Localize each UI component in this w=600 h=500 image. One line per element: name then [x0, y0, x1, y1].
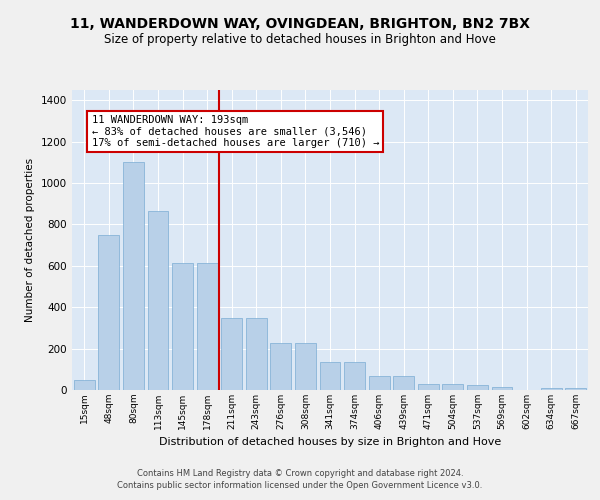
Bar — [295, 344, 316, 390]
Bar — [123, 162, 144, 390]
Bar — [565, 388, 586, 390]
Text: Contains public sector information licensed under the Open Government Licence v3: Contains public sector information licen… — [118, 481, 482, 490]
X-axis label: Distribution of detached houses by size in Brighton and Hove: Distribution of detached houses by size … — [159, 438, 501, 448]
Bar — [442, 384, 463, 390]
Bar — [368, 376, 389, 390]
Bar — [344, 362, 365, 390]
Bar — [393, 376, 414, 390]
Text: 11, WANDERDOWN WAY, OVINGDEAN, BRIGHTON, BN2 7BX: 11, WANDERDOWN WAY, OVINGDEAN, BRIGHTON,… — [70, 18, 530, 32]
Text: Size of property relative to detached houses in Brighton and Hove: Size of property relative to detached ho… — [104, 32, 496, 46]
Bar — [197, 263, 218, 390]
Text: 11 WANDERDOWN WAY: 193sqm
← 83% of detached houses are smaller (3,546)
17% of se: 11 WANDERDOWN WAY: 193sqm ← 83% of detac… — [92, 115, 379, 148]
Bar — [221, 318, 242, 390]
Bar — [172, 263, 193, 390]
Text: Contains HM Land Registry data © Crown copyright and database right 2024.: Contains HM Land Registry data © Crown c… — [137, 468, 463, 477]
Bar — [418, 384, 439, 390]
Bar — [467, 386, 488, 390]
Bar — [541, 388, 562, 390]
Bar — [148, 211, 169, 390]
Bar — [491, 387, 512, 390]
Bar — [320, 362, 340, 390]
Y-axis label: Number of detached properties: Number of detached properties — [25, 158, 35, 322]
Bar — [246, 318, 267, 390]
Bar — [271, 344, 292, 390]
Bar — [98, 235, 119, 390]
Bar — [74, 380, 95, 390]
